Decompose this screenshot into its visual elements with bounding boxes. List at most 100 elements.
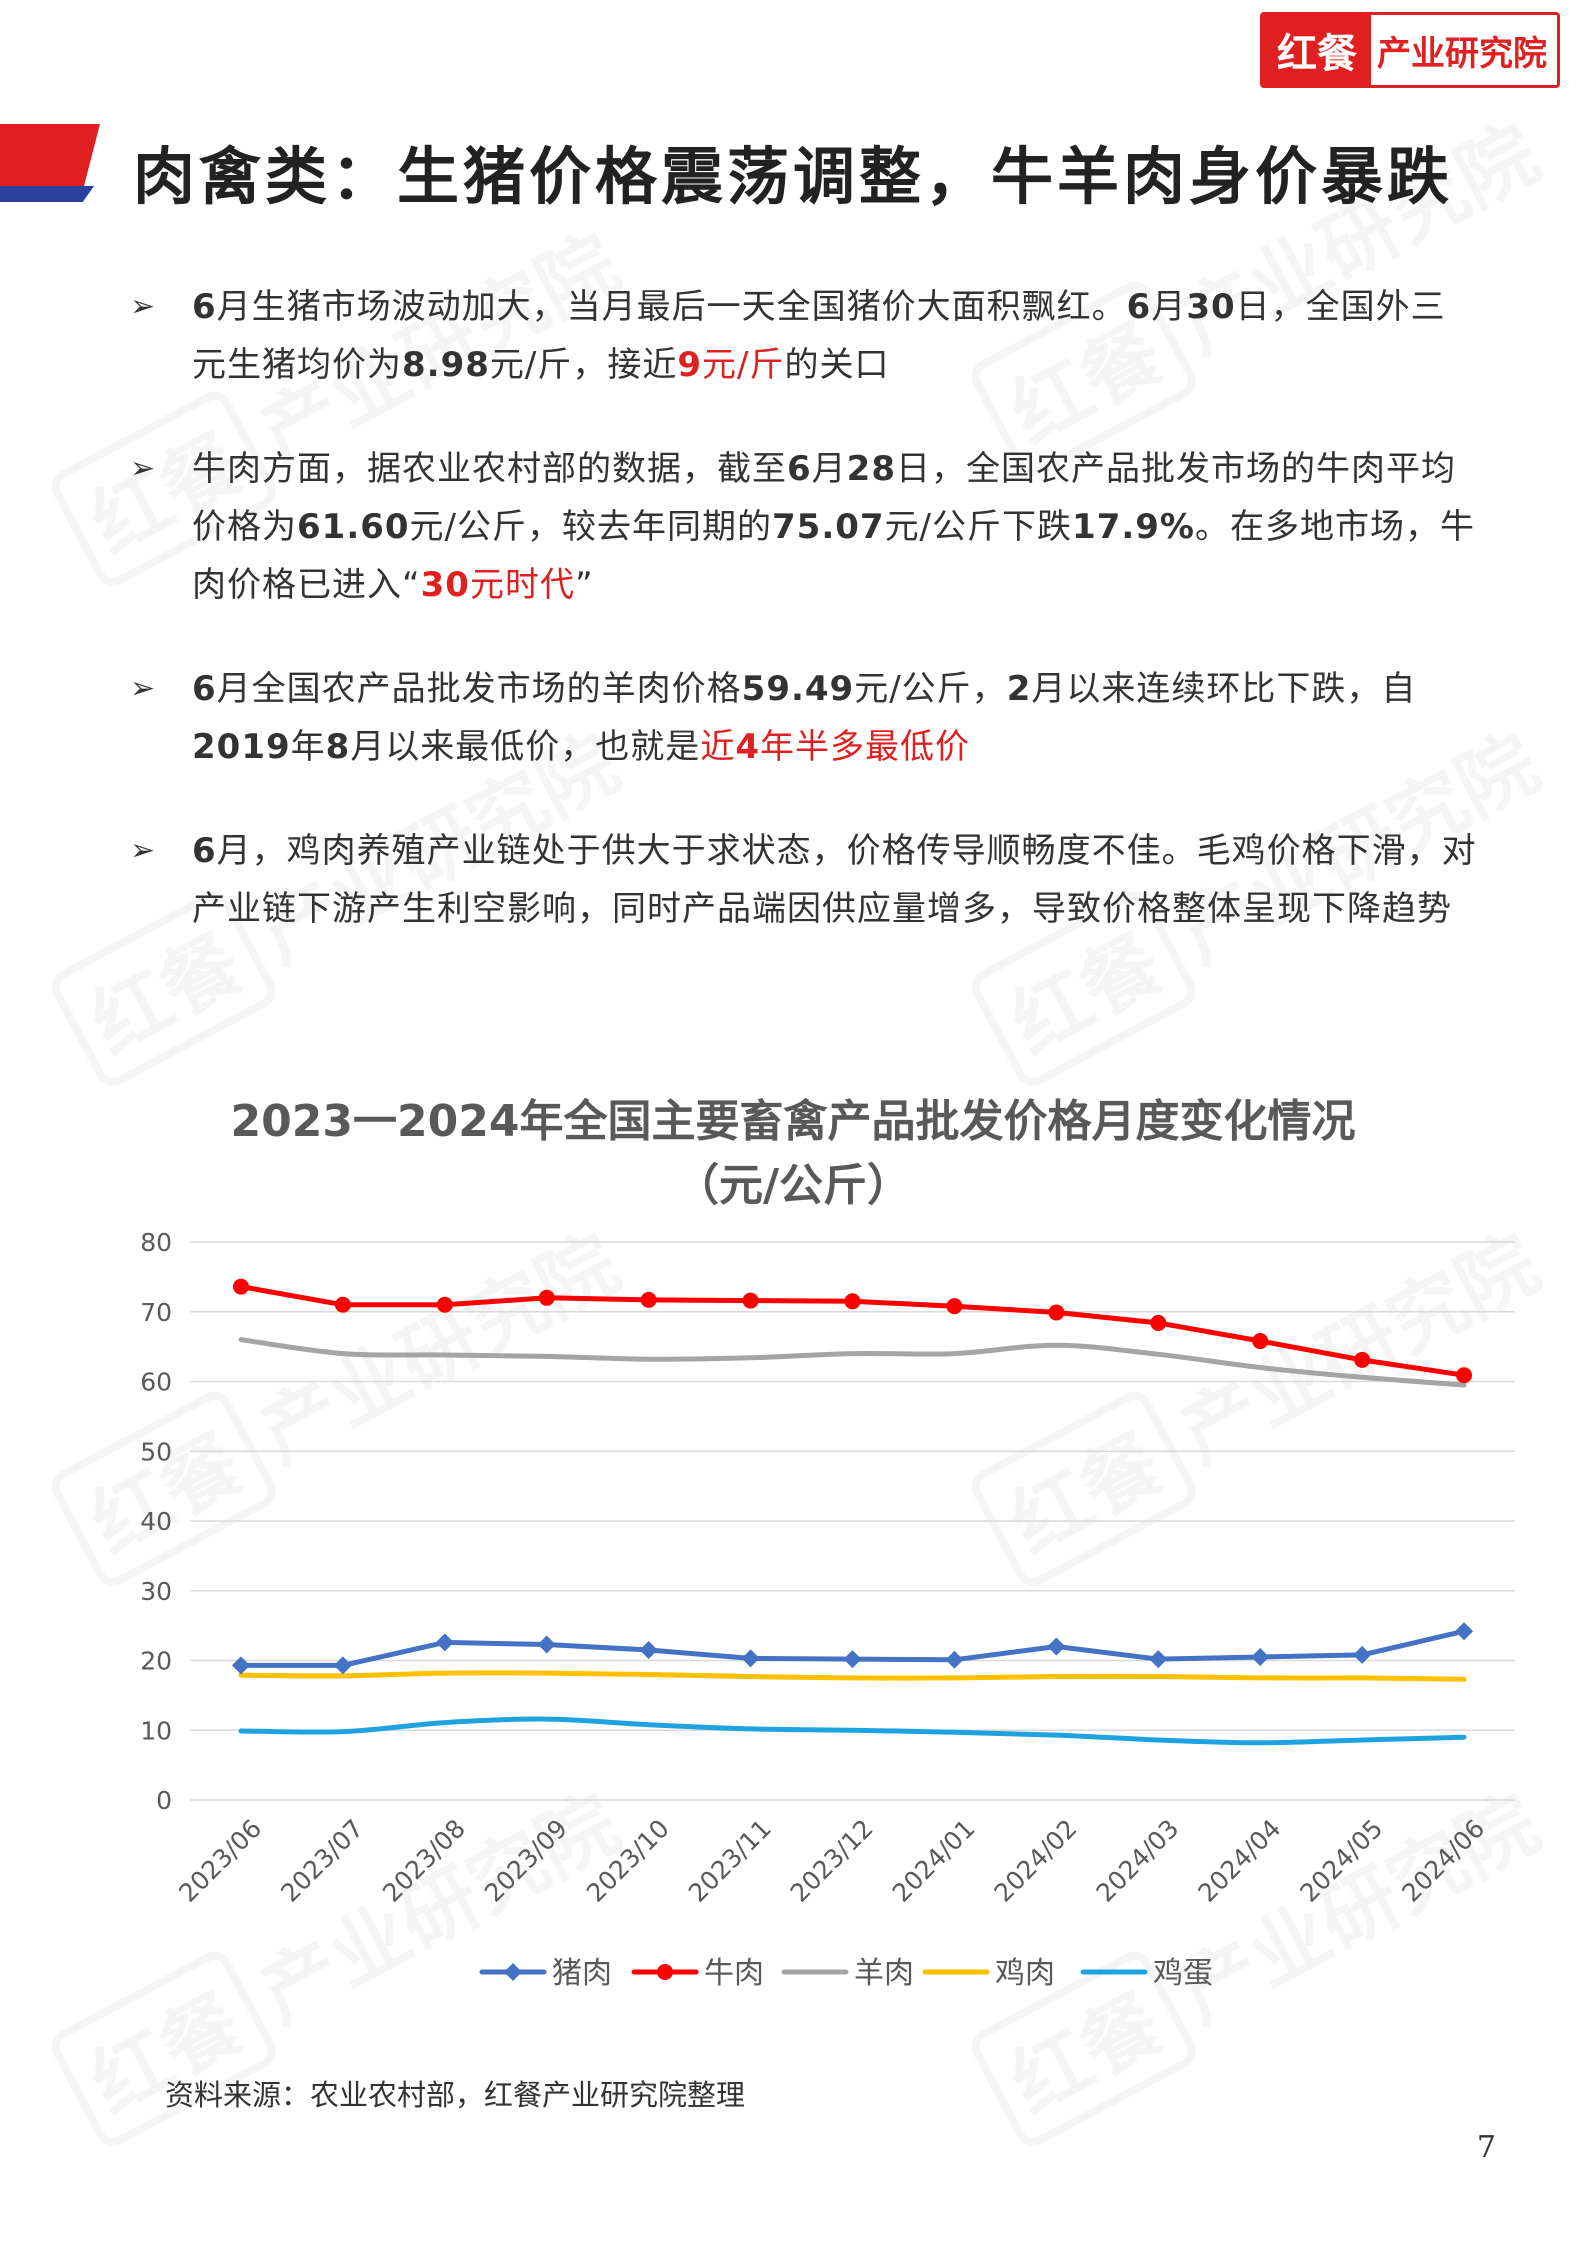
arrow-icon: ➢ <box>130 451 157 486</box>
bullet-text-run: 61.60 <box>297 507 410 547</box>
bullet-text-run: 月以来连续环比下跌，自 <box>1031 669 1417 709</box>
data-point-diamond <box>537 1635 556 1654</box>
bullet-text: 6月全国农产品批发市场的羊肉价格59.49元/公斤，2月以来连续环比下跌，自 20… <box>192 669 1416 767</box>
bullet-text-run: 月全国农产品批发市场的羊肉价格 <box>216 669 742 709</box>
bullet-text-run: 年半多最低价 <box>759 727 970 767</box>
x-tick-label: 2024/04 <box>1192 1814 1286 1908</box>
bullet-text-run: 6 <box>192 287 217 327</box>
bullet-text-run: 月以来最低价，也就是 <box>350 727 701 767</box>
legend-label: 羊肉 <box>854 1956 914 1991</box>
bullet-text-run: 9 <box>677 345 703 385</box>
series-line-鸡肉 <box>238 1670 1467 1682</box>
bullet-text-run: 6 <box>1126 287 1152 327</box>
data-point-circle <box>742 1292 759 1309</box>
data-point-circle <box>1354 1351 1371 1368</box>
bullet-text-run: 28 <box>846 449 896 489</box>
x-tick-label: 2024/02 <box>989 1814 1083 1908</box>
logo-mark: 红餐 <box>1263 15 1371 85</box>
data-point-circle <box>1048 1304 1065 1321</box>
data-point-circle <box>334 1296 351 1313</box>
data-point-diamond <box>333 1656 352 1675</box>
y-tick-label: 30 <box>140 1577 172 1606</box>
bullet-list: ➢ 6月生猪市场波动加大，当月最后一天全国猪价大面积飘红。6月30日，全国外三元生… <box>130 278 1480 984</box>
arrow-icon: ➢ <box>130 289 157 324</box>
bullet-text-run: 月生猪市场波动加大，当月最后一天全国猪价大面积飘红。 <box>216 287 1127 327</box>
data-point-diamond <box>843 1650 862 1669</box>
bullet-text-run: 元/公斤下跌 <box>884 507 1073 547</box>
bullet-text: 6月，鸡肉养殖产业链处于供大于求状态，价格传导顺畅度不佳。毛鸡价格下滑，对产业链… <box>192 831 1477 929</box>
x-tick-label: 2023/09 <box>479 1814 573 1908</box>
bullet-text-run: 。在多地市场，牛肉价格已进入“ <box>192 507 1475 605</box>
bullet-text-run: 59.49 <box>741 669 855 709</box>
y-tick-label: 60 <box>140 1368 172 1397</box>
x-tick-label: 2023/08 <box>377 1814 471 1908</box>
series-line-羊肉 <box>238 1337 1467 1388</box>
title-accent-red <box>0 124 100 186</box>
legend-marker <box>657 1964 673 1980</box>
bullet-text-run: 元/公斤，较去年同期的 <box>409 507 773 547</box>
bullet-text-run: 月 <box>1151 287 1187 327</box>
x-tick-label: 2024/05 <box>1294 1814 1388 1908</box>
y-tick-label: 0 <box>156 1786 172 1815</box>
data-point-circle <box>1150 1314 1167 1331</box>
data-point-diamond <box>231 1656 250 1675</box>
y-tick-label: 10 <box>140 1716 172 1745</box>
x-tick-label: 2024/03 <box>1091 1814 1185 1908</box>
x-tick-label: 2023/06 <box>173 1814 267 1908</box>
bullet-text: 牛肉方面，据农业农村部的数据，截至6月28日，全国农产品批发市场的牛肉平均价格为… <box>192 449 1475 605</box>
chart-title-unit: （元/公斤） <box>674 1160 912 1211</box>
logo-text: 产业研究院 <box>1371 15 1557 85</box>
bullet-text-run: 元/斤 <box>702 345 785 385</box>
bullet-text-run: 4 <box>735 727 760 767</box>
x-tick-label: 2023/11 <box>683 1814 777 1908</box>
x-tick-label: 2023/12 <box>785 1814 879 1908</box>
x-tick-label: 2023/07 <box>275 1814 369 1908</box>
legend-label: 鸡肉 <box>995 1956 1055 1991</box>
x-tick-label: 2024/06 <box>1396 1814 1490 1908</box>
page-title: 肉禽类：生猪价格震荡调整，牛羊肉身价暴跌 <box>133 140 1454 213</box>
data-point-circle <box>946 1298 963 1315</box>
bullet-text-run: 8.98 <box>402 345 490 385</box>
chart-title: 2023一2024年全国主要畜禽产品批发价格月度变化情况 （元/公斤） <box>0 1090 1586 1218</box>
data-point-circle <box>538 1289 555 1306</box>
page-number: 7 <box>1476 2130 1496 2165</box>
bullet-text-run: 年 <box>290 727 326 767</box>
bullet-text-run: 6 <box>787 449 812 489</box>
data-point-diamond <box>1353 1645 1372 1664</box>
bullet-text: 6月生猪市场波动加大，当月最后一天全国猪价大面积飘红。6月30日，全国外三元生猪… <box>192 287 1446 385</box>
bullet-text-run: 的关口 <box>784 345 890 385</box>
arrow-icon: ➢ <box>130 833 157 868</box>
bullet-text-run: 17.9% <box>1072 507 1195 547</box>
bullet-text-run: ” <box>574 565 594 605</box>
title-accent-blue <box>0 186 94 202</box>
bullet-text-run: 元/斤，接近 <box>489 345 678 385</box>
data-point-circle <box>640 1291 657 1308</box>
bullet-text-run: 8 <box>325 727 351 767</box>
bullet-item: ➢ 6月，鸡肉养殖产业链处于供大于求状态，价格传导顺畅度不佳。毛鸡价格下滑，对产业… <box>130 822 1480 938</box>
x-tick-label: 2024/01 <box>887 1814 981 1908</box>
bullet-text-run: 日，全国农产品批发市场的牛肉平均价格为 <box>192 449 1456 547</box>
data-point-circle <box>436 1296 453 1313</box>
y-tick-label: 20 <box>140 1647 172 1676</box>
source-note: 资料来源：农业农村部，红餐产业研究院整理 <box>165 2078 746 2112</box>
bullet-item: ➢ 牛肉方面，据农业农村部的数据，截至6月28日，全国农产品批发市场的牛肉平均价格… <box>130 440 1480 614</box>
bullet-text-run: 牛肉方面，据农业农村部的数据，截至 <box>192 449 787 489</box>
y-tick-label: 80 <box>140 1228 172 1257</box>
data-point-diamond <box>1047 1637 1066 1656</box>
bullet-text-run: 6 <box>192 669 217 709</box>
bullet-item: ➢ 6月全国农产品批发市场的羊肉价格59.49元/公斤，2月以来连续环比下跌，自 2… <box>130 660 1480 776</box>
data-point-circle <box>1456 1367 1473 1384</box>
legend-label: 鸡蛋 <box>1153 1956 1213 1991</box>
bullet-text-run: 月，鸡肉养殖产业链处于供大于求状态，价格传导顺畅度不佳。毛鸡价格下滑，对产业链下… <box>192 831 1477 929</box>
bullet-text-run: 元时代 <box>469 565 575 605</box>
brand-logo: 红餐 产业研究院 <box>1260 12 1560 88</box>
data-point-circle <box>232 1278 249 1295</box>
bullet-text-run: 2 <box>1006 669 1032 709</box>
arrow-icon: ➢ <box>130 671 157 706</box>
bullet-text-run: 日，全国外三元生猪均价为 <box>192 287 1446 385</box>
data-point-diamond <box>1251 1648 1270 1667</box>
y-tick-label: 50 <box>140 1437 172 1466</box>
data-point-diamond <box>945 1650 964 1669</box>
series-line-鸡蛋 <box>238 1716 1467 1746</box>
